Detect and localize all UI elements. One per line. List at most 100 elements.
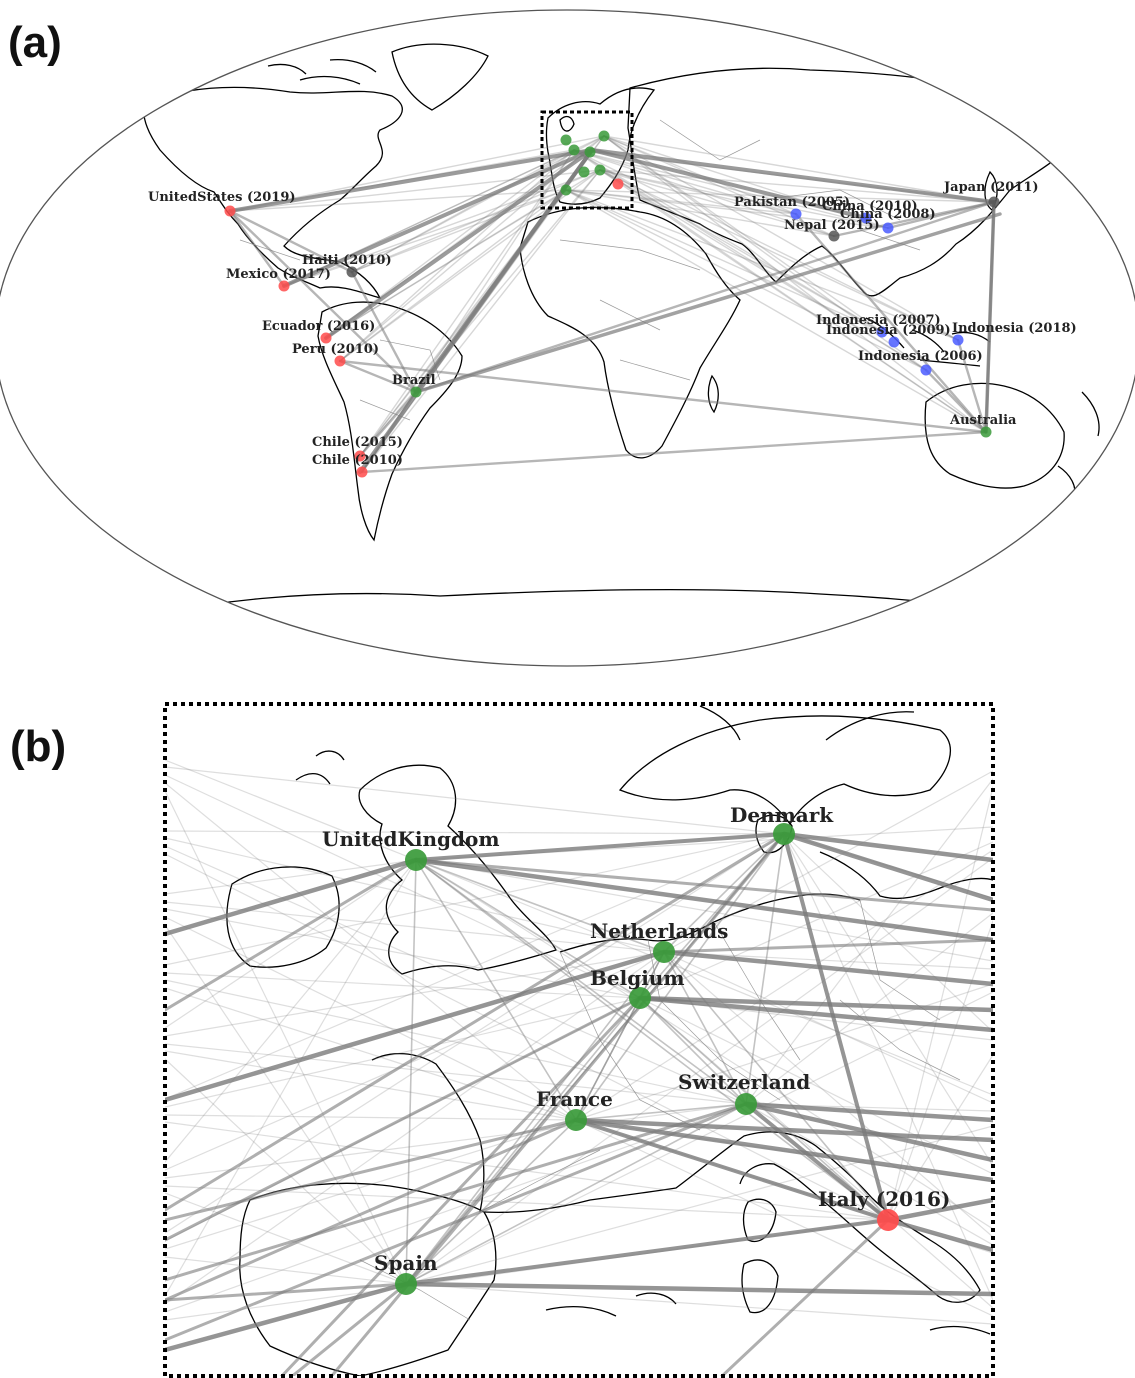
europe-link <box>165 759 417 861</box>
europe-link <box>781 831 993 903</box>
world-link <box>565 189 987 433</box>
europe-link <box>663 951 993 1104</box>
europe-node-marker <box>578 166 590 178</box>
europe-link <box>783 833 993 1167</box>
europe-nodes: UnitedKingdom Denmark Netherlands Belgium Sw… <box>322 803 950 1295</box>
europe-link <box>415 859 747 1105</box>
europe-link <box>575 997 641 1121</box>
europe-link <box>887 1054 993 1221</box>
node-chile15-label: Chile (2015) <box>312 435 403 450</box>
europe-link <box>744 1102 890 1222</box>
world-link <box>360 430 988 474</box>
world-link <box>573 149 889 229</box>
europe-link <box>885 1197 993 1223</box>
world-link <box>228 209 418 394</box>
europe-node-marker <box>594 164 606 176</box>
node-china08-marker <box>882 222 894 234</box>
europe-link <box>415 859 641 999</box>
europe-links <box>165 759 993 1376</box>
europe-link <box>575 849 993 1121</box>
world-link <box>599 169 889 229</box>
world-link <box>573 149 987 433</box>
europe-link <box>165 766 785 835</box>
europe-link <box>279 996 642 1376</box>
europe-link <box>783 833 993 1033</box>
europe-link <box>405 859 417 1285</box>
node-china08-label: China (2008) <box>840 207 936 222</box>
node-switzerland-marker <box>735 1093 757 1115</box>
europe-link <box>887 920 993 1221</box>
world-link <box>359 169 601 457</box>
europe-link <box>165 782 577 1121</box>
world-link <box>603 135 995 203</box>
world-link <box>603 135 889 229</box>
europe-link <box>885 1217 993 1253</box>
world-link <box>794 212 988 434</box>
europe-link <box>414 832 786 862</box>
world-link <box>339 135 605 362</box>
europe-link <box>575 1119 993 1317</box>
europe-link <box>782 832 890 1222</box>
node-indo06-marker <box>920 364 932 376</box>
world-link <box>590 148 996 204</box>
node-spain-marker <box>395 1273 417 1295</box>
europe-link <box>663 951 993 970</box>
europe-link <box>663 770 993 953</box>
world-link <box>339 189 567 362</box>
node-brazil-label: Brazil <box>392 373 436 388</box>
europe-link <box>575 1119 993 1183</box>
node-pakistan-label: Pakistan (2005) <box>734 195 850 210</box>
node-pakistan-marker <box>790 208 802 220</box>
world-link <box>599 169 987 433</box>
europe-link <box>165 858 418 1012</box>
europe-link <box>165 951 665 1171</box>
europe-link <box>165 1185 889 1221</box>
europe-link <box>290 1282 408 1376</box>
europe-link <box>165 1118 578 1222</box>
europe-node-marker <box>584 146 596 158</box>
europe-link <box>415 859 577 1121</box>
world-links <box>228 135 1002 474</box>
node-us-label: UnitedStates (2019) <box>148 190 296 205</box>
europe-link <box>165 833 785 1100</box>
node-peru-label: Peru (2010) <box>292 342 379 357</box>
europe-link <box>415 859 993 1096</box>
node-chile10-marker <box>356 466 368 478</box>
node-indo06-label: Indonesia (2006) <box>858 349 983 364</box>
node-uk-label: UnitedKingdom <box>322 827 500 851</box>
europe-link <box>743 1101 993 1123</box>
node-indo18-label: Indonesia (2018) <box>952 321 1077 336</box>
europe-link <box>887 1219 993 1254</box>
europe-node-marker <box>560 134 572 146</box>
europe-link <box>573 1117 993 1143</box>
europe-link <box>165 832 786 1212</box>
europe-link <box>165 924 407 1285</box>
node-chile10-label: Chile (2010) <box>312 453 403 468</box>
europe-link <box>165 1103 747 1313</box>
node-italy-label: Italy (2016) <box>818 1187 950 1211</box>
europe-link <box>575 833 785 1121</box>
world-link <box>573 149 883 333</box>
world-link <box>359 189 567 457</box>
europe-link <box>165 1114 577 1121</box>
world-link <box>228 209 286 288</box>
world-link <box>565 189 883 333</box>
europe-link <box>165 972 641 999</box>
europe-link <box>745 778 993 1105</box>
europe-link <box>403 1281 993 1297</box>
europe-link <box>405 997 641 1285</box>
world-link <box>351 149 575 273</box>
world-link <box>283 189 567 287</box>
node-indo09-label: Indonesia (2009) <box>826 323 951 338</box>
world-map-frame <box>0 9 1135 667</box>
europe-link <box>165 790 407 1285</box>
world-link <box>956 338 988 434</box>
europe-link <box>783 833 993 1301</box>
europe-link <box>745 1103 993 1246</box>
node-japan-marker <box>988 196 1000 208</box>
europe-link <box>639 997 889 1221</box>
europe-link <box>165 833 785 966</box>
world-link <box>573 149 995 203</box>
europe-link <box>165 997 641 1108</box>
europe-node-marker <box>568 144 580 156</box>
